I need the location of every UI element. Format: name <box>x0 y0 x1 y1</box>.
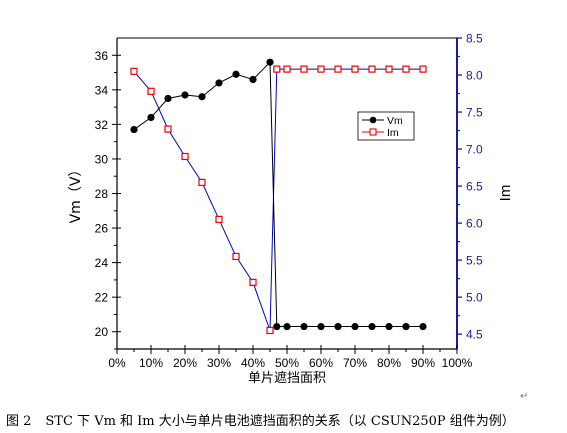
legend-im-label: Im <box>387 127 399 139</box>
im-point <box>198 178 206 186</box>
x-tick-label: 50% <box>275 356 299 370</box>
im-point <box>351 65 359 73</box>
im-point <box>419 65 427 73</box>
right-tick-label: 8.0 <box>466 69 483 83</box>
axis-labels: 单片遮挡面积 Vm（V） Im <box>68 163 514 386</box>
vm-point <box>273 322 281 331</box>
paragraph-mark: ↵ <box>520 391 529 402</box>
im-point <box>164 125 172 133</box>
caption-text: STC 下 Vm 和 Im 大小与单片电池遮挡面积的关系（以 CSUN250P … <box>45 414 515 429</box>
vm-point <box>402 322 410 331</box>
vm-point <box>215 79 223 87</box>
vm-point <box>249 75 257 84</box>
vm-point <box>368 322 376 331</box>
right-tick-label: 6.0 <box>466 217 483 231</box>
figure-caption: 图 2 STC 下 Vm 和 Im 大小与单片电池遮挡面积的关系（以 CSUN25… <box>6 410 566 429</box>
series-layer <box>130 58 427 335</box>
x-tick-label: 0% <box>108 356 126 370</box>
x-tick-label: 100% <box>442 356 473 370</box>
im-series-line <box>133 68 423 331</box>
x-tick-label: 80% <box>377 356 401 370</box>
right-tick-label: 8.5 <box>466 32 483 46</box>
im-point <box>266 326 274 335</box>
left-tick-label: 34 <box>95 83 109 97</box>
right-tick-label: 4.5 <box>466 328 483 342</box>
x-tick-label: 30% <box>207 356 231 370</box>
left-tick-label: 30 <box>95 152 109 166</box>
left-tick-label: 22 <box>95 291 109 305</box>
left-tick-label: 24 <box>95 256 109 270</box>
vm-point <box>266 58 274 66</box>
right-axis: 4.5 5.0 5.5 6.0 6.5 7.0 7.5 8.0 8.5 <box>457 32 483 342</box>
right-tick-label: 5.0 <box>466 291 483 305</box>
vm-point <box>283 322 291 331</box>
vm-point <box>147 113 155 122</box>
right-tick-label: 6.5 <box>466 180 483 194</box>
legend-box <box>357 111 415 141</box>
x-tick-label: 10% <box>139 356 163 370</box>
im-point <box>334 65 342 73</box>
im-point <box>273 65 281 73</box>
vm-point <box>351 322 359 331</box>
im-point <box>317 65 325 73</box>
right-tick-label: 7.0 <box>466 143 483 157</box>
im-point <box>385 65 393 73</box>
vm-point <box>317 322 325 331</box>
vm-point <box>334 322 342 331</box>
left-tick-label: 32 <box>95 118 109 132</box>
left-tick-label: 26 <box>95 222 109 236</box>
vm-point <box>181 91 189 99</box>
im-point <box>181 152 189 161</box>
x-tick-label: 90% <box>411 356 435 370</box>
vm-series-line <box>133 60 423 328</box>
x-tick-label: 40% <box>241 356 265 370</box>
im-point <box>215 215 223 224</box>
im-point <box>232 252 240 261</box>
im-point <box>130 67 138 75</box>
right-tick-label: 5.5 <box>466 254 483 268</box>
legend-vm-marker <box>369 116 377 124</box>
x-tick-label: 70% <box>343 356 367 370</box>
legend-vm-label: Vm <box>387 115 403 127</box>
right-tick-label: 7.5 <box>466 106 483 120</box>
x-axis: 0% 10% 20% 30% 40% 50% 60% 70% 80% 90% 100% <box>108 345 473 370</box>
vm-point <box>232 70 240 78</box>
vm-point <box>164 94 172 103</box>
chart-svg: 20 22 24 26 28 30 32 34 36 4.5 5.0 5.5 6.0 6.5 7.0 7.5… <box>68 32 514 387</box>
vm-point <box>130 125 138 134</box>
im-point <box>368 65 376 73</box>
legend-im-marker <box>369 128 377 136</box>
vm-point <box>419 322 427 331</box>
left-tick-label: 36 <box>95 49 109 63</box>
vm-point <box>300 322 308 331</box>
im-point <box>300 65 308 73</box>
im-point <box>249 278 257 286</box>
x-tick-label: 60% <box>309 356 333 370</box>
im-point <box>283 65 291 73</box>
left-axis-title: Vm（V） <box>68 163 84 224</box>
vm-point <box>385 322 393 331</box>
im-point <box>147 87 155 95</box>
im-point <box>402 65 410 73</box>
left-tick-label: 20 <box>95 325 109 339</box>
caption-figure-number: 图 2 <box>6 414 32 429</box>
x-axis-title: 单片遮挡面积 <box>248 370 326 386</box>
left-axis: 20 22 24 26 28 30 32 34 36 <box>95 49 121 350</box>
vm-point <box>198 93 206 101</box>
x-tick-label: 20% <box>173 356 197 370</box>
plot-frame <box>116 37 458 350</box>
right-axis-title: Im <box>497 185 514 202</box>
left-tick-label: 28 <box>95 187 109 201</box>
